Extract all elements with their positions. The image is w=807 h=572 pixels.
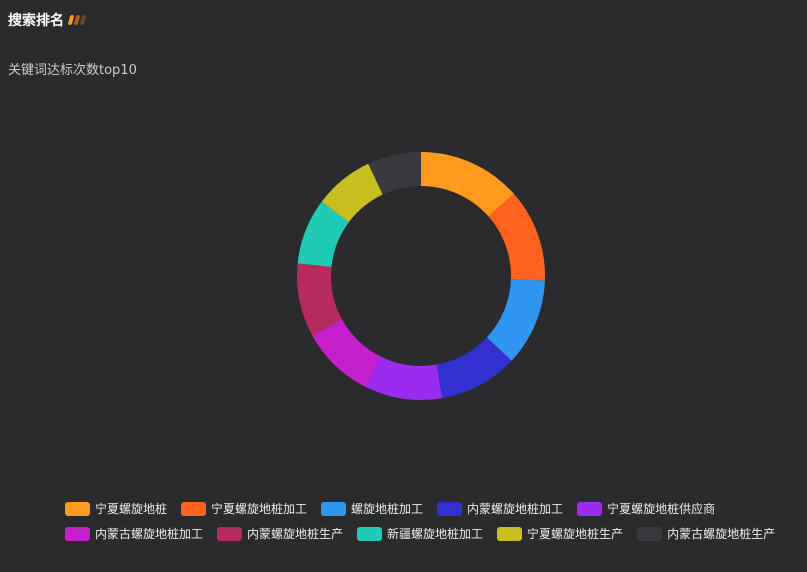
legend-item[interactable]: 内蒙螺旋地桩加工 bbox=[437, 500, 563, 517]
pie-slice-2[interactable] bbox=[488, 193, 545, 281]
pie-slice-8[interactable] bbox=[297, 201, 349, 267]
legend-item[interactable]: 宁夏螺旋地桩供应商 bbox=[577, 500, 715, 517]
pie-slice-1[interactable] bbox=[421, 152, 514, 217]
legend-label: 宁夏螺旋地桩供应商 bbox=[607, 502, 716, 516]
legend-label: 宁夏螺旋地桩加工 bbox=[211, 502, 308, 516]
pie-slice-9[interactable] bbox=[321, 163, 383, 223]
legend-swatch bbox=[437, 501, 463, 516]
legend-swatch bbox=[217, 526, 243, 541]
legend-item[interactable]: 宁夏螺旋地桩加工 bbox=[181, 500, 307, 517]
chart-title: 关键词达标次数top10 bbox=[8, 63, 137, 78]
legend-row: 宁夏螺旋地桩 宁夏螺旋地桩加工 螺旋地桩加工 内蒙螺旋地桩加工 宁夏螺旋地桩供应商 bbox=[65, 496, 795, 521]
legend-swatch bbox=[65, 526, 90, 541]
pie-slice-6[interactable] bbox=[312, 319, 381, 388]
pie-slice-7[interactable] bbox=[297, 263, 343, 336]
legend-item[interactable]: 内蒙螺旋地桩生产 bbox=[217, 525, 343, 542]
legend-swatch bbox=[321, 501, 347, 516]
pie-slice-10[interactable] bbox=[368, 152, 421, 195]
chart-legend: 宁夏螺旋地桩 宁夏螺旋地桩加工 螺旋地桩加工 内蒙螺旋地桩加工 宁夏螺旋地桩供应商内蒙古… bbox=[65, 496, 795, 546]
legend-label: 螺旋地桩加工 bbox=[351, 502, 424, 516]
pie-slice-5[interactable] bbox=[365, 356, 443, 400]
legend-swatch bbox=[65, 501, 90, 516]
legend-label: 宁夏螺旋地桩生产 bbox=[527, 527, 624, 541]
legend-label: 内蒙螺旋地桩生产 bbox=[247, 527, 344, 541]
legend-swatch bbox=[637, 526, 663, 541]
legend-swatch bbox=[577, 501, 603, 516]
panel-title: 搜索排名 bbox=[8, 10, 87, 30]
legend-label: 内蒙古螺旋地桩加工 bbox=[95, 527, 204, 541]
legend-item[interactable]: 螺旋地桩加工 bbox=[321, 500, 423, 517]
legend-swatch bbox=[357, 526, 383, 541]
pie-slice-3[interactable] bbox=[486, 279, 545, 361]
legend-label: 新疆螺旋地桩加工 bbox=[387, 527, 484, 541]
legend-item[interactable]: 内蒙古螺旋地桩生产 bbox=[637, 525, 775, 542]
legend-swatch bbox=[181, 501, 207, 516]
panel-title-text: 搜索排名 bbox=[8, 13, 64, 29]
legend-label: 宁夏螺旋地桩 bbox=[95, 502, 168, 516]
legend-item[interactable]: 宁夏螺旋地桩生产 bbox=[497, 525, 623, 542]
legend-label: 内蒙螺旋地桩加工 bbox=[467, 502, 564, 516]
legend-label: 内蒙古螺旋地桩生产 bbox=[667, 527, 776, 541]
legend-row: 内蒙古螺旋地桩加工 内蒙螺旋地桩生产 新疆螺旋地桩加工 宁夏螺旋地桩生产 内蒙古螺旋地桩… bbox=[65, 521, 795, 546]
legend-item[interactable]: 内蒙古螺旋地桩加工 bbox=[65, 525, 203, 542]
legend-swatch bbox=[497, 526, 523, 541]
legend-item[interactable]: 宁夏螺旋地桩 bbox=[65, 500, 167, 517]
pie-slice-4[interactable] bbox=[436, 337, 512, 399]
legend-item[interactable]: 新疆螺旋地桩加工 bbox=[357, 525, 483, 542]
